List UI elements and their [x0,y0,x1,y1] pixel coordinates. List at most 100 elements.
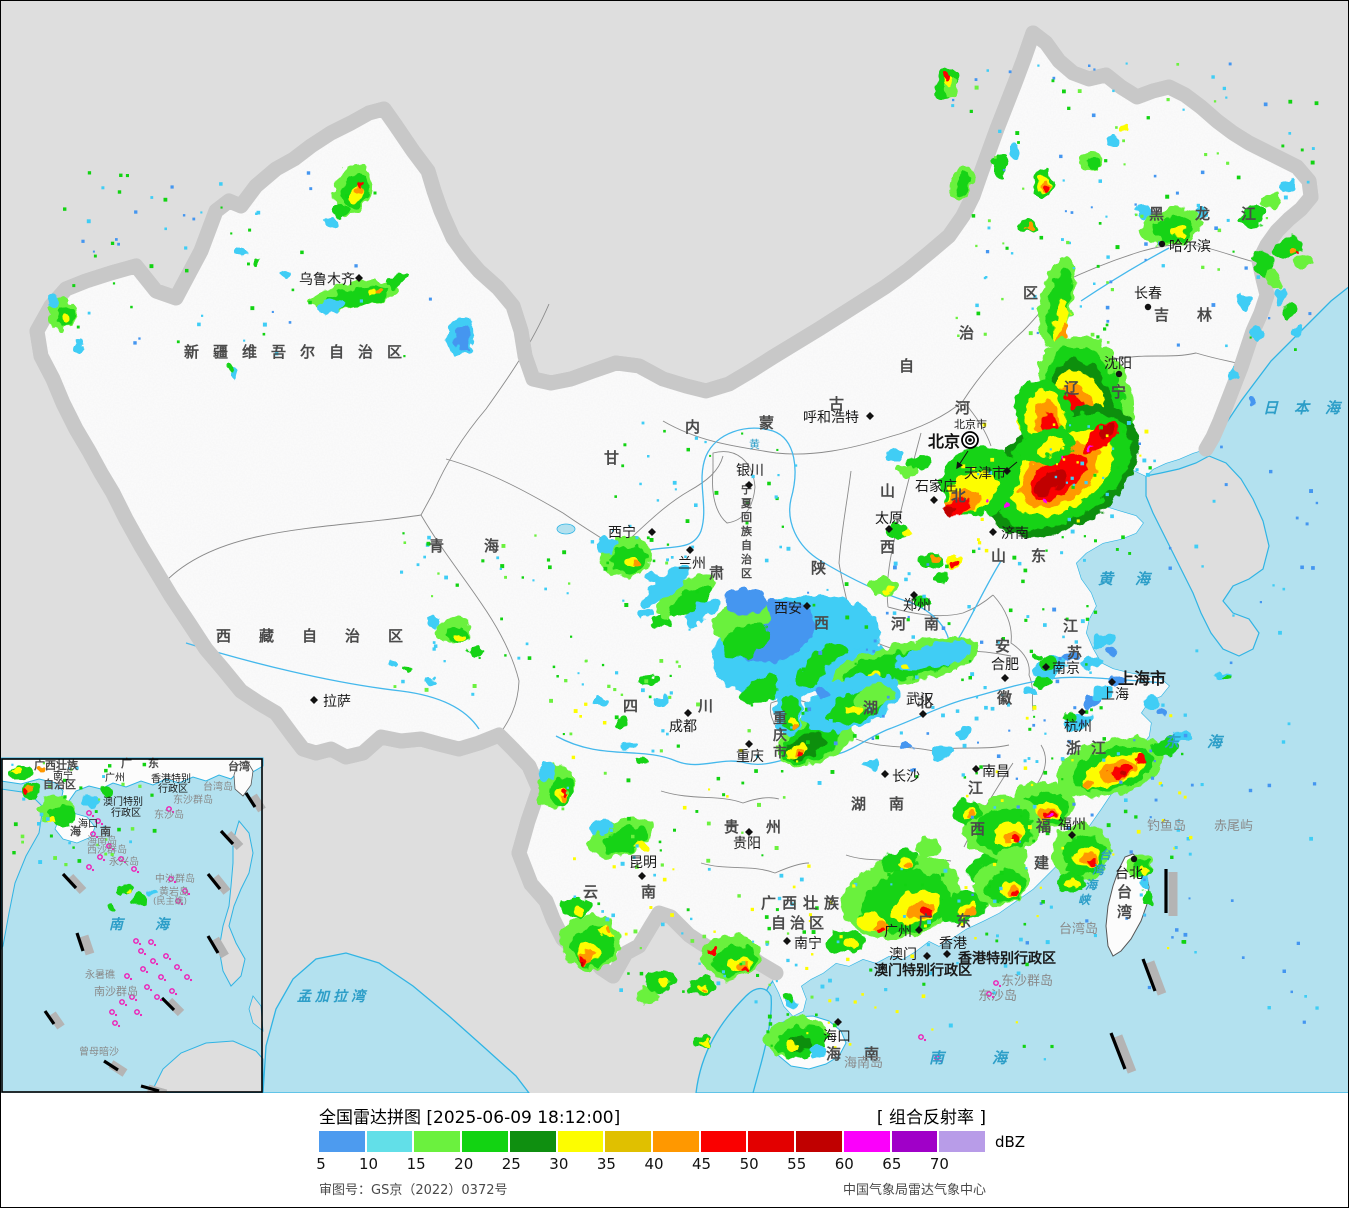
radar-speckle [826,588,829,591]
radar-speckle [961,773,965,777]
radar-speckle [1149,749,1153,753]
radar-speckle [46,799,50,803]
radar-echo-blob [1008,143,1020,159]
legend-color-cell [748,1131,795,1152]
sea-label: 峡 [1078,893,1092,907]
radar-speckle [808,920,811,923]
legend-color-cell [414,1131,461,1152]
radar-speckle [970,815,974,819]
radar-echo-blob [846,706,862,714]
inset-speckle-layer [11,762,157,867]
radar-echo-blob [1275,288,1287,304]
province-label: 四川 [623,697,773,715]
radar-speckle [992,862,997,867]
radar-echo-blob [1034,677,1050,687]
radar-speckle [119,173,123,177]
radar-speckle [354,264,358,268]
radar-speckle [565,791,569,795]
province-label: 治 [741,552,752,566]
radar-speckle [1025,867,1028,870]
radar-echo-blob [359,182,363,190]
radar-speckle [1025,941,1029,945]
reef-mark-dot [187,892,191,896]
radar-speckle [1061,446,1065,450]
radar-speckle [428,297,432,301]
radar-speckle [1183,795,1187,799]
radar-speckle [1062,89,1066,94]
radar-speckle [1138,442,1141,445]
china-radar-map[interactable]: 新疆维吾尔自治区 西藏自治区 青海甘肃内蒙古自治区宁夏回族自治区陕西山西河北山东 河南… [1,1,1348,1093]
radar-echo-blob [367,289,379,297]
inset-label: 海口 [78,817,98,830]
radar-speckle [1042,608,1045,611]
radar-speckle [70,810,74,813]
radar-speckle [805,966,809,970]
radar-speckle [684,555,687,558]
radar-speckle [1061,846,1065,850]
radar-speckle [884,988,888,992]
radar-speckle [807,591,810,594]
boundary-dash [1109,1032,1127,1070]
radar-speckle [423,555,426,559]
radar-speckle [799,877,804,882]
radar-speckle [1119,780,1123,784]
radar-speckle [1036,331,1039,335]
radar-speckle [1001,297,1004,301]
radar-speckle [1134,203,1137,206]
island-label: 赤尾屿 [1214,819,1253,834]
radar-speckle [972,549,976,554]
radar-speckle [1170,855,1174,859]
radar-speckle [984,705,988,710]
radar-speckle [1032,804,1037,809]
radar-speckle [1123,809,1128,814]
inset-label: 东沙群岛 [173,793,213,806]
reef-mark [934,1055,940,1061]
radar-speckle [1106,319,1110,323]
radar-speckle [962,743,967,748]
radar-speckle [820,984,825,989]
radar-speckle [1033,715,1036,718]
radar-echo-blob [843,939,859,949]
radar-speckle [674,488,677,491]
radar-speckle [624,603,629,607]
radar-echo-blob [642,565,690,607]
reef-mark [166,806,172,812]
legend-tick: 10 [359,1155,379,1173]
radar-echo-blob [252,259,260,267]
radar-speckle [117,190,122,194]
radar-speckle [500,617,503,621]
city-label: 西安 [774,601,802,617]
radar-echo-blob [126,889,132,893]
radar-speckle [770,1044,773,1047]
radar-speckle [552,665,556,669]
radar-speckle [964,886,968,890]
radar-speckle [965,794,969,798]
radar-echo-blob [23,788,29,794]
radar-speckle [1269,469,1273,474]
radar-speckle [827,1021,830,1024]
city-marker-diamond [803,602,811,610]
inset-label: 行政区 [111,806,141,819]
radar-speckle [525,642,529,646]
radar-speckle [573,709,578,713]
radar-echo-blob [798,752,802,756]
radar-echo-blob [236,246,246,256]
radar-speckle [1035,760,1039,763]
radar-speckle [874,1006,877,1009]
radar-speckle [633,929,638,934]
radar-speckle [631,834,635,839]
city-label: 昆明 [629,855,657,871]
radar-speckle [1064,210,1067,213]
radar-speckle [20,834,25,839]
radar-speckle [1134,815,1138,819]
city-label: 太原 [875,511,903,527]
radar-speckle [1311,147,1315,150]
radar-speckle [926,563,930,566]
radar-speckle [94,810,98,813]
radar-speckle [977,547,981,550]
radar-speckle [62,778,66,782]
radar-echo-blob [456,634,464,640]
reef-mark [133,938,139,944]
city-label: 银川 [736,463,764,479]
